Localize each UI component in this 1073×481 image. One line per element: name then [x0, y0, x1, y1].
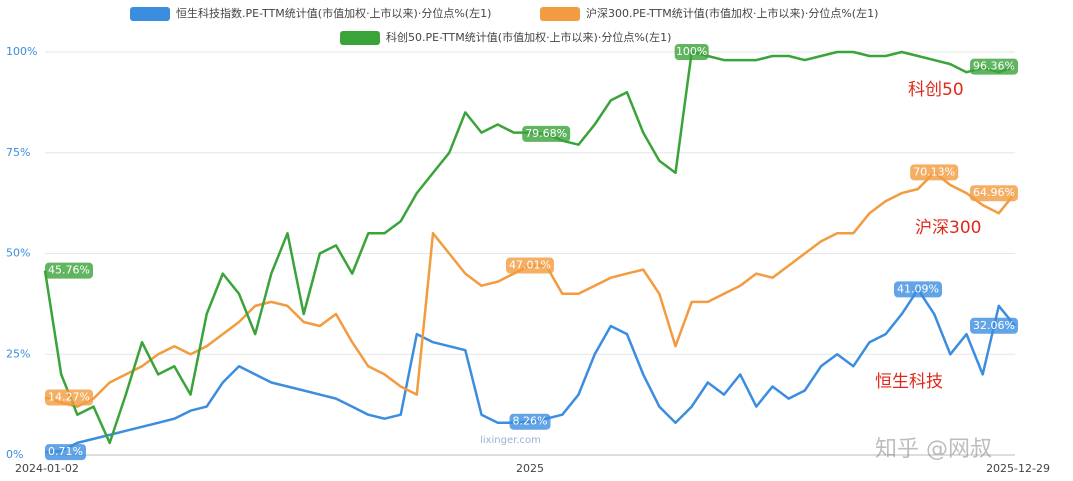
value-label: 100% — [676, 45, 707, 58]
value-label: 0.71% — [48, 445, 83, 458]
series-annotation: 沪深300 — [915, 218, 981, 238]
value-label: 41.09% — [897, 282, 939, 295]
value-label-bg — [45, 389, 93, 406]
y-tick-label: 100% — [6, 45, 37, 58]
value-label: 96.36% — [973, 60, 1015, 73]
value-label: 47.01% — [509, 259, 551, 272]
value-label-bg — [894, 281, 942, 298]
x-tick-label: 2025 — [516, 462, 544, 475]
value-label-bg — [522, 125, 571, 142]
watermark: 知乎 @网叔 — [875, 437, 992, 462]
y-tick-label: 0% — [6, 448, 23, 461]
value-label-bg — [910, 164, 959, 181]
series-annotation: 恒生科技 — [875, 372, 943, 392]
value-label: 70.13% — [913, 165, 955, 178]
legend-label: 沪深300.PE-TTM统计值(市值加权·上市以来)·分位点%(左1) — [586, 6, 878, 20]
legend-label: 恒生科技指数.PE-TTM统计值(市值加权·上市以来)·分位点%(左1) — [176, 6, 491, 20]
y-tick-label: 25% — [6, 347, 30, 360]
y-tick-label: 75% — [6, 146, 30, 159]
value-label-bg — [509, 413, 551, 430]
legend-swatch — [540, 7, 580, 21]
value-label-bg — [45, 444, 86, 461]
legend-label: 科创50.PE-TTM统计值(市值加权·上市以来)·分位点%(左1) — [386, 30, 671, 44]
legend-swatch — [340, 31, 380, 45]
value-label-bg — [45, 262, 93, 279]
series-line — [43, 50, 1016, 445]
value-label: 14.27% — [48, 390, 90, 403]
x-tick-label: 2024-01-02 — [15, 462, 79, 475]
series-line — [44, 171, 1016, 408]
series-annotation: 科创50 — [908, 80, 964, 100]
value-label-bg — [970, 58, 1018, 75]
legend-swatch — [130, 7, 170, 21]
value-label: 32.06% — [973, 319, 1015, 332]
value-label-bg — [970, 185, 1018, 202]
y-tick-label: 50% — [6, 247, 30, 260]
x-tick-label: 2025-12-29 — [986, 462, 1050, 475]
value-label-bg — [506, 257, 554, 274]
value-label: 45.76% — [48, 264, 90, 277]
value-label: 8.26% — [513, 415, 548, 428]
value-label: 79.68% — [525, 127, 567, 140]
watermark: lixinger.com — [480, 435, 541, 446]
value-label-bg — [674, 44, 709, 60]
value-label-bg — [970, 317, 1018, 334]
value-label: 64.96% — [973, 186, 1015, 199]
